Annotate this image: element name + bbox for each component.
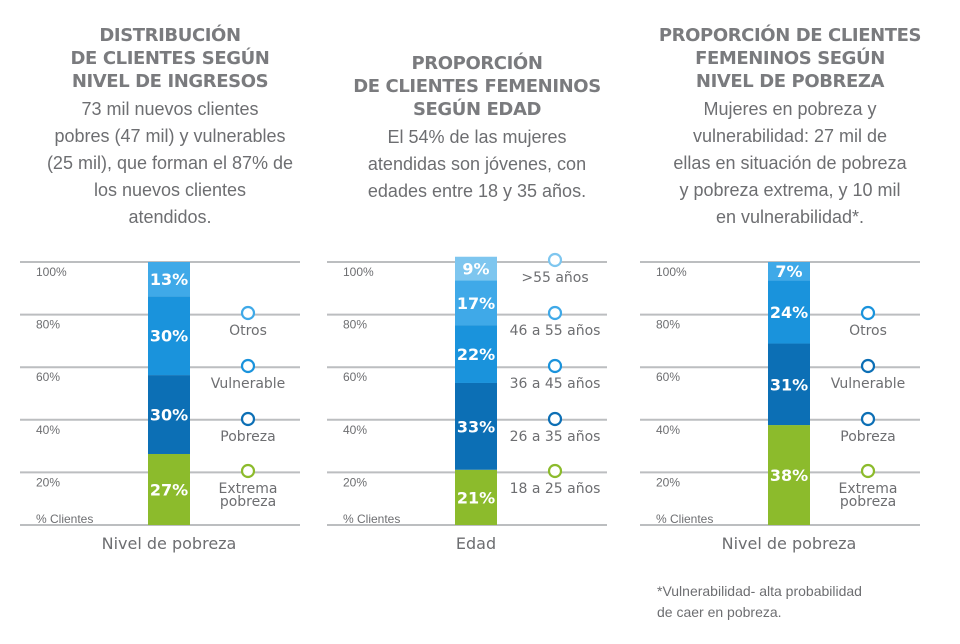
y-axis-label: % Clientes bbox=[656, 512, 713, 526]
data-label: 27% bbox=[150, 480, 188, 499]
y-tick-label: 20% bbox=[656, 475, 680, 489]
data-label: 30% bbox=[150, 406, 188, 425]
x-axis-label: Nivel de pobreza bbox=[722, 534, 857, 553]
bar-segment bbox=[768, 425, 810, 525]
y-tick-label: 60% bbox=[343, 370, 367, 384]
chart-subtitle: 73 mil nuevos clientes pobres (47 mil) y… bbox=[46, 99, 294, 227]
bar-segment bbox=[148, 296, 190, 376]
bar-segment bbox=[148, 375, 190, 454]
bar-segment bbox=[455, 256, 497, 281]
legend-label: Extrema bbox=[839, 481, 898, 497]
footnote: *Vulnerabilidad- alta probabilidad de ca… bbox=[657, 583, 862, 620]
legend-marker-otros bbox=[860, 305, 876, 321]
bar-segment bbox=[455, 325, 497, 383]
legend-marker-55-anos bbox=[547, 252, 563, 268]
data-label: 31% bbox=[770, 375, 808, 394]
chart-panel-women-poverty: PROPORCIÓN DE CLIENTES FEMENINOS SEGÚN N… bbox=[640, 0, 940, 644]
stacked-bar-chart: 20% 40% 60% 80% 100% % Clientes 21% 33% 22% 17% 9%… bbox=[327, 252, 607, 553]
y-tick-label: 80% bbox=[656, 318, 680, 332]
data-label: 24% bbox=[770, 303, 808, 322]
legend-label: Pobreza bbox=[840, 429, 895, 445]
chart-panel-age: PROPORCIÓN DE CLIENTES FEMENINOS SEGÚN E… bbox=[327, 0, 627, 644]
y-tick-label: 20% bbox=[36, 475, 60, 489]
y-tick-label: 60% bbox=[36, 370, 60, 384]
legend-label: pobreza bbox=[840, 494, 896, 510]
y-tick-label: 40% bbox=[36, 423, 60, 437]
legend-marker-vulnerable bbox=[860, 358, 876, 374]
y-tick-label: 40% bbox=[343, 423, 367, 437]
legend-marker-extrema-pobreza bbox=[860, 463, 876, 479]
stacked-bar-chart: 20% 40% 60% 80% 100% % Clientes 38% 31% 24% 7% Ext… bbox=[640, 261, 920, 553]
bar-segment bbox=[768, 262, 810, 281]
legend-marker-26-a-35-anos bbox=[547, 411, 563, 427]
chart-panel-income: DISTRIBUCIÓN DE CLIENTES SEGÚN NIVEL DE … bbox=[20, 0, 320, 644]
bar-segment bbox=[148, 262, 190, 297]
chart-subtitle: Mujeres en pobreza y vulnerabilidad: 27 … bbox=[673, 99, 907, 227]
y-tick-label: 80% bbox=[36, 318, 60, 332]
legend-marker-18-a-25-anos bbox=[547, 463, 563, 479]
legend-marker-pobreza bbox=[860, 411, 876, 427]
y-tick-label: 100% bbox=[343, 265, 374, 279]
bar-segment bbox=[768, 280, 810, 344]
data-label: 30% bbox=[150, 327, 188, 346]
chart-title: PROPORCIÓN DE CLIENTES FEMENINOS SEGÚN E… bbox=[353, 53, 601, 120]
legend-label: 26 a 35 años bbox=[510, 429, 601, 445]
legend-marker-extrema-pobreza bbox=[240, 463, 256, 479]
y-axis-label: % Clientes bbox=[343, 512, 400, 526]
legend-marker-otros bbox=[240, 305, 256, 321]
data-label: 21% bbox=[457, 488, 495, 507]
legend-marker-46-a-55-anos bbox=[547, 305, 563, 321]
legend-label: Otros bbox=[849, 323, 887, 339]
legend-label: Pobreza bbox=[220, 429, 275, 445]
y-tick-label: 100% bbox=[656, 265, 687, 279]
legend-label: >55 años bbox=[521, 270, 588, 286]
bar-segment bbox=[768, 343, 810, 426]
legend-label: 18 a 25 años bbox=[510, 481, 601, 497]
data-label: 38% bbox=[770, 466, 808, 485]
x-axis-label: Edad bbox=[456, 534, 496, 553]
data-label: 17% bbox=[457, 294, 495, 313]
y-tick-label: 20% bbox=[343, 475, 367, 489]
data-label: 7% bbox=[775, 262, 802, 281]
x-axis-label: Nivel de pobreza bbox=[102, 534, 237, 553]
data-label: 13% bbox=[150, 270, 188, 289]
legend-label: Otros bbox=[229, 323, 267, 339]
legend-label: 36 a 45 años bbox=[510, 376, 601, 392]
legend-label: Vulnerable bbox=[831, 376, 906, 392]
chart-title: DISTRIBUCIÓN DE CLIENTES SEGÚN NIVEL DE … bbox=[70, 25, 270, 92]
y-tick-label: 60% bbox=[656, 370, 680, 384]
data-label: 33% bbox=[457, 417, 495, 436]
legend-label: 46 a 55 años bbox=[510, 323, 601, 339]
y-tick-label: 40% bbox=[656, 423, 680, 437]
bar-segment bbox=[455, 382, 497, 470]
legend-label: Vulnerable bbox=[211, 376, 286, 392]
y-tick-label: 80% bbox=[343, 318, 367, 332]
bar-segment bbox=[148, 453, 190, 525]
bar-segment bbox=[455, 469, 497, 525]
chart-subtitle: El 54% de las mujeres atendidas son jóve… bbox=[367, 127, 587, 201]
data-label: 9% bbox=[462, 260, 489, 279]
legend-label: Extrema bbox=[219, 481, 278, 497]
data-label: 22% bbox=[457, 345, 495, 364]
bar-segment bbox=[455, 280, 497, 326]
legend-marker-36-a-45-anos bbox=[547, 358, 563, 374]
chart-title: PROPORCIÓN DE CLIENTES FEMENINOS SEGÚN N… bbox=[658, 25, 922, 92]
y-axis-label: % Clientes bbox=[36, 512, 93, 526]
stacked-bar-chart: 20% 40% 60% 80% 100% % Clientes 27% 30% 30% 13% Ex… bbox=[20, 261, 300, 553]
legend-marker-vulnerable bbox=[240, 358, 256, 374]
y-tick-label: 100% bbox=[36, 265, 67, 279]
legend-marker-pobreza bbox=[240, 411, 256, 427]
legend-label: pobreza bbox=[220, 494, 276, 510]
